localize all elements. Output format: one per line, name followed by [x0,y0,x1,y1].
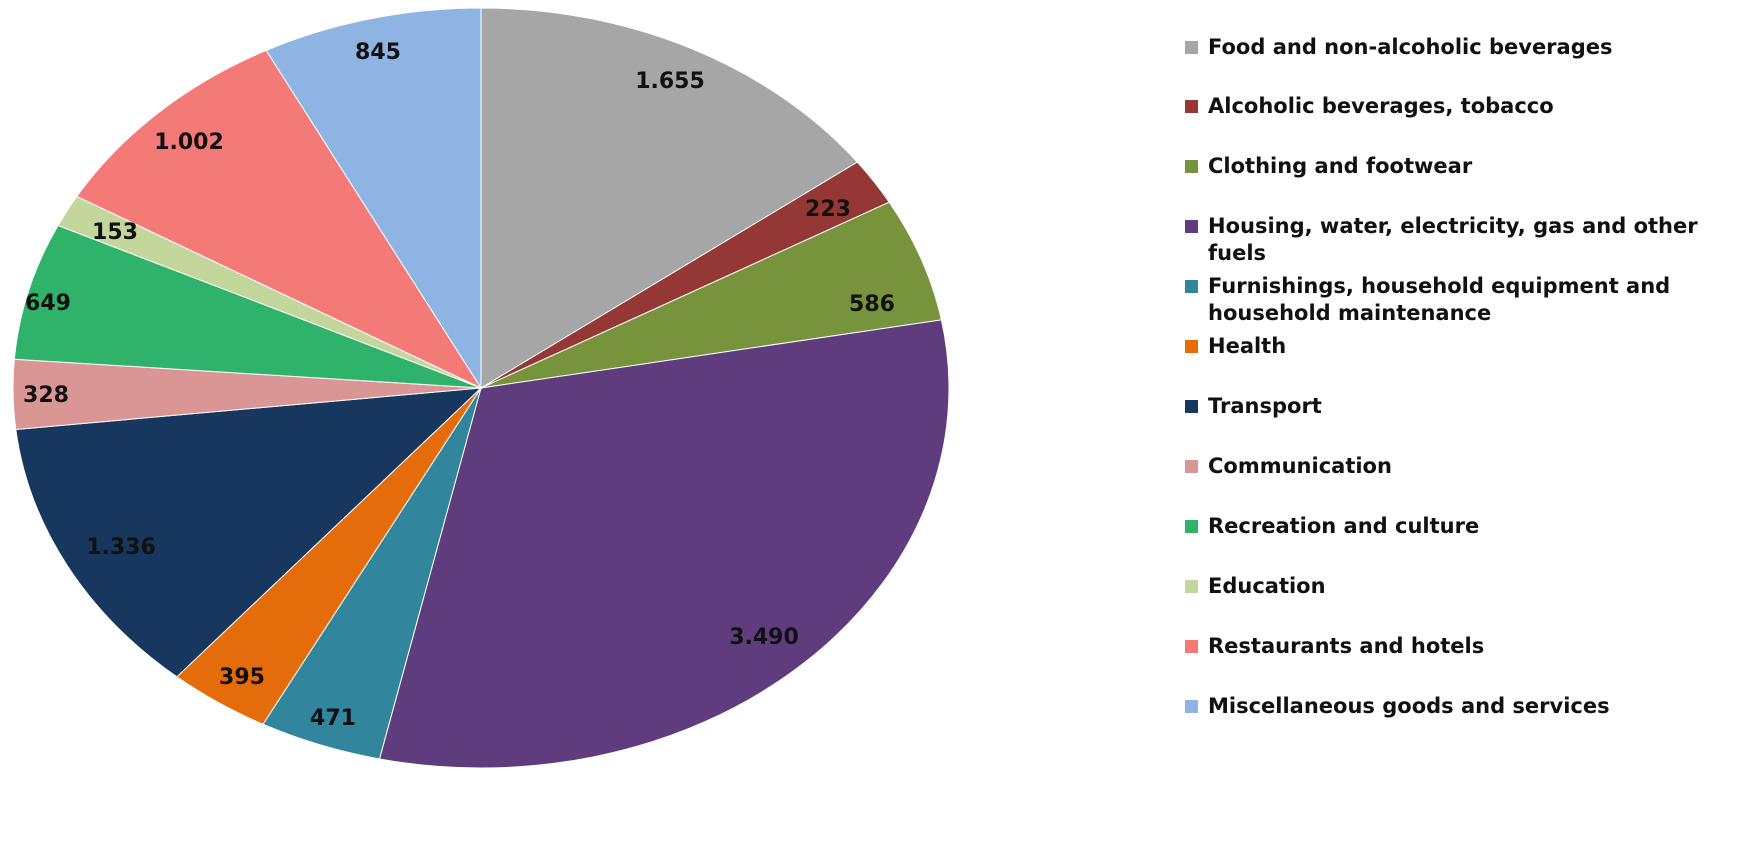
pie-slice [480,201,943,389]
data-label: 153 [92,220,138,245]
legend-swatch [1185,700,1198,713]
legend-label: Transport [1208,394,1322,418]
pie-slice [378,319,950,769]
legend-swatch [1185,160,1198,173]
data-label: 1.002 [154,130,224,155]
data-label: 586 [849,292,895,317]
legend-label: Restaurants and hotels [1208,634,1485,658]
pie-data-labels: 1.655 223 586 3.490 471 395 1.336 328 649 153 1.00… [23,40,895,731]
legend-item: Education [1185,573,1730,600]
legend-swatch [1185,220,1198,233]
pie-slice [15,387,483,678]
pie-slice [76,49,483,390]
legend-label: Miscellaneous goods and services [1208,694,1610,718]
legend-label: Clothing and footwear [1208,154,1473,178]
legend-label: Housing, water, electricity, gas and oth… [1208,214,1698,265]
legend-swatch [1185,100,1198,113]
legend-label: Health [1208,334,1287,358]
legend-swatch [1185,41,1198,54]
pie-slice [265,7,482,390]
legend-item: Communication [1185,453,1730,480]
legend-item: Recreation and culture [1185,513,1730,540]
data-label: 3.490 [729,625,799,650]
legend-label: Furnishings, household equipment and hou… [1208,274,1671,325]
legend-label: Communication [1208,454,1392,478]
legend-label: Food and non-alcoholic beverages [1208,35,1613,59]
data-label: 845 [355,40,401,65]
legend-item: Miscellaneous goods and services [1185,693,1730,720]
legend-item: Alcoholic beverages, tobacco [1185,93,1730,120]
legend-label: Recreation and culture [1208,514,1480,538]
legend-item: Housing, water, electricity, gas and oth… [1185,213,1730,267]
legend-swatch [1185,520,1198,533]
legend-item: Clothing and footwear [1185,153,1730,180]
data-label: 1.336 [86,535,156,560]
data-label: 471 [310,706,356,731]
legend-swatch [1185,280,1198,293]
legend-item: Health [1185,333,1730,360]
legend-swatch [1185,580,1198,593]
data-label: 1.655 [635,69,705,94]
pie-slice [13,224,482,389]
legend-item: Restaurants and hotels [1185,633,1730,660]
legend-swatch [1185,400,1198,413]
legend-label: Education [1208,574,1326,598]
legend-swatch [1185,460,1198,473]
legend-swatch [1185,640,1198,653]
pie-slice [480,7,859,389]
data-label: 223 [805,197,851,222]
legend-item: Furnishings, household equipment and hou… [1185,273,1730,327]
data-label: 649 [25,291,71,316]
legend-item: Transport [1185,393,1730,420]
legend-label: Alcoholic beverages, tobacco [1208,94,1554,118]
legend: Food and non-alcoholic beverages Alcoholi… [1185,0,1738,849]
data-label: 395 [219,665,265,690]
legend-item: Food and non-alcoholic beverages [1185,34,1730,61]
pie-slices [12,7,950,769]
legend-swatch [1185,340,1198,353]
data-label: 328 [23,383,69,408]
pie-chart: 1.655 223 586 3.490 471 395 1.336 328 649 153 1.00… [12,7,950,769]
